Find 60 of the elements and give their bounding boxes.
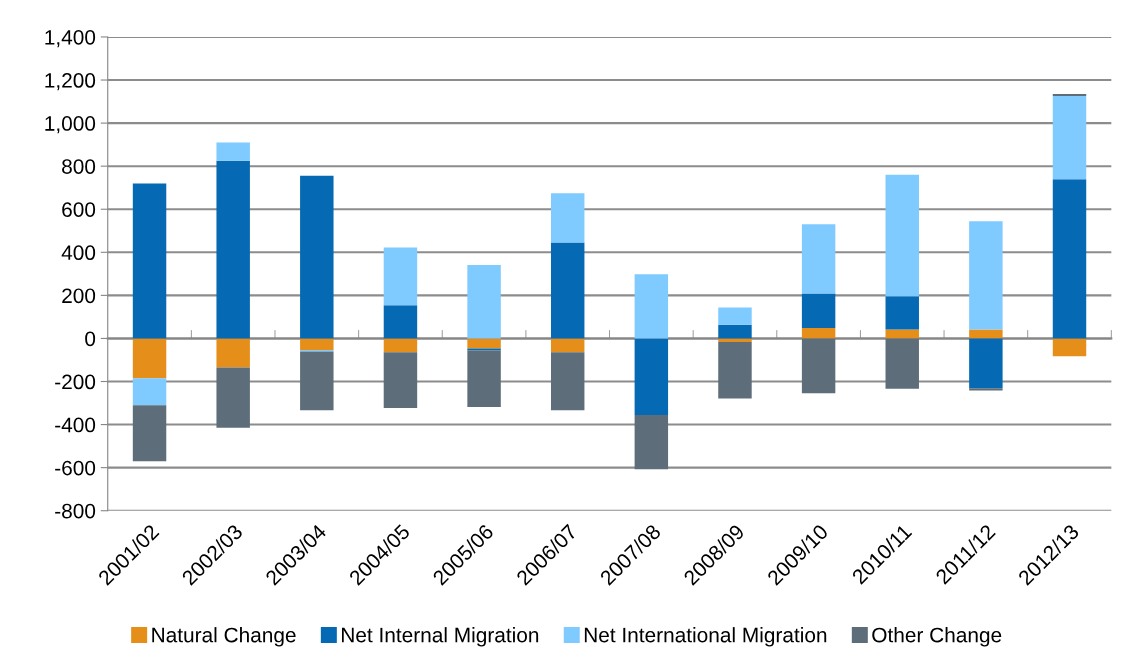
- legend-label: Net Internal Migration: [342, 627, 539, 647]
- bar: [1052, 95, 1087, 180]
- bar: [718, 338, 752, 343]
- bar: [132, 378, 167, 406]
- y-tick-label: 200: [62, 288, 96, 304]
- bar: [216, 338, 250, 368]
- bar: [969, 388, 1003, 391]
- y-tick-label: 1,000: [45, 116, 96, 134]
- y-tick-label: -200: [55, 374, 96, 390]
- bar: [969, 329, 1003, 339]
- bar: [467, 338, 501, 349]
- bar: [550, 193, 585, 243]
- bar: [634, 338, 669, 416]
- y-tick-label: 400: [61, 245, 96, 261]
- bar: [467, 265, 501, 339]
- bar: [885, 338, 919, 389]
- bar: [132, 405, 167, 462]
- y-tick-label: 600: [62, 202, 96, 217]
- bar: [1052, 338, 1087, 357]
- bar: [801, 328, 836, 339]
- bar: [550, 242, 585, 339]
- y-tick-label: 800: [62, 159, 96, 174]
- bar: [801, 224, 836, 294]
- bar: [885, 329, 919, 339]
- y-tick-label: -400: [55, 417, 96, 433]
- bar: [132, 338, 167, 379]
- bar: [550, 352, 585, 411]
- y-tick-label: 1,400: [45, 29, 96, 48]
- bar: [885, 174, 919, 297]
- y-tick-label: -600: [55, 460, 96, 476]
- bar: [300, 338, 334, 351]
- bar: [969, 221, 1003, 330]
- bar: [718, 307, 752, 325]
- bar: [383, 352, 418, 408]
- bar: [634, 274, 669, 339]
- bar: [969, 338, 1003, 389]
- bar: [383, 338, 418, 353]
- bar: [216, 160, 250, 339]
- bar: [467, 350, 501, 407]
- bar: [801, 338, 836, 394]
- bar: [634, 415, 669, 470]
- legend-label: Net International Migration: [584, 627, 827, 647]
- y-tick-label: 0: [85, 331, 96, 347]
- bar: [383, 247, 418, 306]
- y-tick-label: -800: [55, 503, 96, 519]
- legend-label: Natural Change: [152, 627, 296, 647]
- bar: [383, 305, 418, 339]
- bar: [885, 296, 919, 330]
- legend-label: Other Change: [872, 627, 1002, 647]
- bar: [216, 142, 250, 161]
- bar: [300, 175, 334, 339]
- bar: [718, 342, 752, 399]
- bar: [132, 183, 167, 339]
- bar: [550, 338, 585, 353]
- bar: [300, 351, 334, 411]
- y-tick-label: 1,200: [45, 73, 96, 91]
- bar: [1052, 179, 1087, 339]
- bar: [801, 293, 836, 329]
- bar: [718, 324, 752, 339]
- bar: [216, 367, 250, 428]
